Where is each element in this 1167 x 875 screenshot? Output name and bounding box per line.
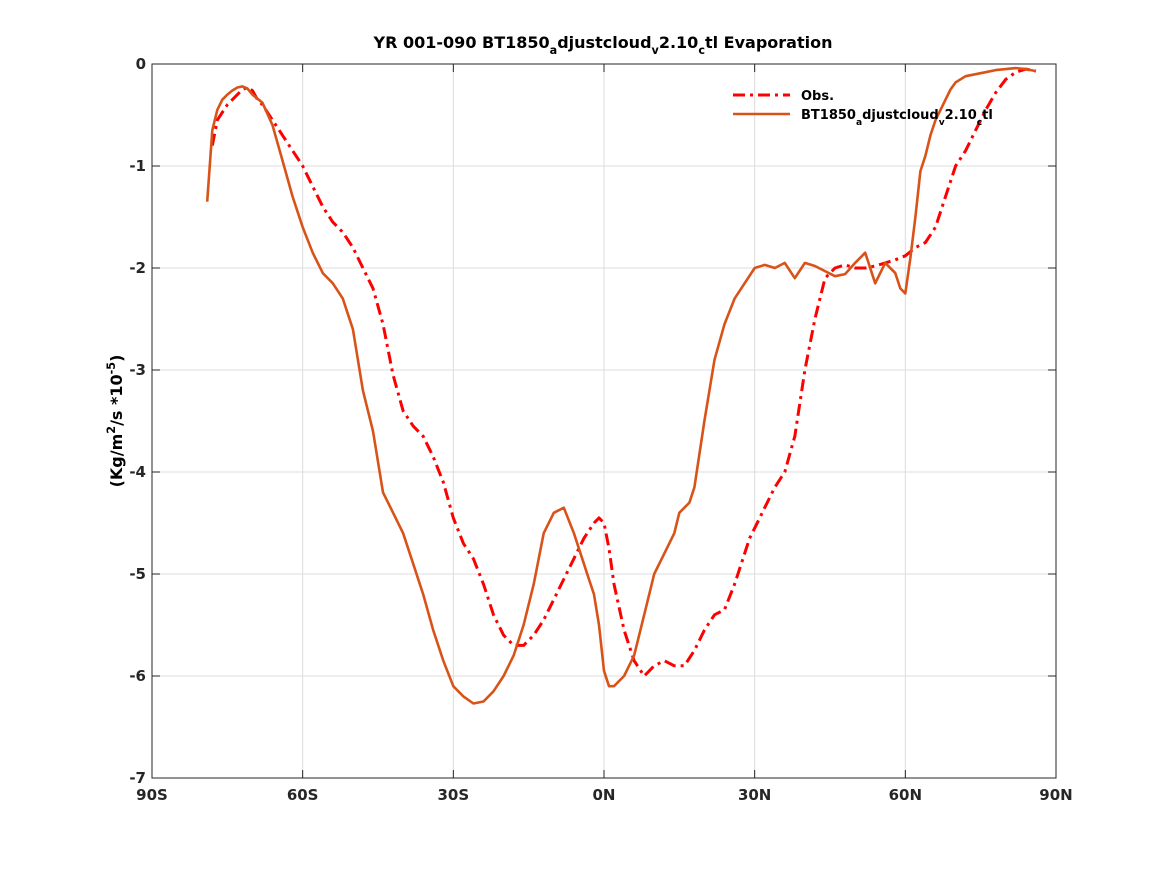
legend-label-0-part-0: Obs. xyxy=(801,89,834,104)
series-lines xyxy=(205,66,1037,705)
y-tick-label: -5 xyxy=(129,565,146,583)
y-tick-label: -7 xyxy=(129,769,146,787)
chart-title-part-1: a xyxy=(550,44,558,57)
x-tick-label: 60S xyxy=(287,786,319,804)
chart-title-part-4: 2.10 xyxy=(659,33,698,52)
x-tick-label: 30N xyxy=(738,786,771,804)
y-axis-label-part-2: /s *10 xyxy=(107,374,126,426)
y-tick-label: 0 xyxy=(136,55,146,73)
y-axis-label-part-1: 2 xyxy=(105,426,118,434)
y-tick-label: -6 xyxy=(129,667,146,685)
x-tick-label: 30S xyxy=(437,786,469,804)
plot-axes xyxy=(151,63,1057,779)
y-tick-label: -4 xyxy=(129,463,146,481)
x-tick-label: 60N xyxy=(889,786,922,804)
series-line-1 xyxy=(205,66,1037,705)
tick-labels: 90S 60S 30S 0N 30N 60N 90N 0 -1 -2 -3 -4 -5 -6 -7 xyxy=(129,55,1072,804)
y-axis-label: (Kg/m2/s *10-5) xyxy=(105,355,126,488)
legend: Obs. BT1850adjustcloudv2.10ctl xyxy=(733,89,993,128)
y-tick-label: -1 xyxy=(129,157,146,175)
legend-label-0: Obs. xyxy=(801,89,834,104)
legend-label-1-part-2: djustcloud xyxy=(862,108,939,123)
y-axis-label-part-0: (Kg/m xyxy=(107,434,126,488)
legend-label-1-part-4: 2.10 xyxy=(945,108,977,123)
legend-label-1-part-0: BT1850 xyxy=(801,108,856,123)
chart-title-part-5: c xyxy=(698,44,705,57)
chart-title-part-6: tl Evaporation xyxy=(705,33,833,52)
chart-title-part-0: YR 001-090 BT1850 xyxy=(373,33,550,52)
legend-label-1-part-5: c xyxy=(977,118,982,128)
x-tick-label: 90N xyxy=(1039,786,1072,804)
y-tick-label: -2 xyxy=(129,259,146,277)
legend-label-1-part-1: a xyxy=(856,118,862,128)
y-tick-label: -3 xyxy=(129,361,146,379)
chart-title-part-3: v xyxy=(652,44,660,57)
y-axis-label-part-3: -5 xyxy=(105,362,118,374)
legend-label-1-part-6: tl xyxy=(982,108,993,123)
chart-title: YR 001-090 BT1850adjustcloudv2.10ctl Eva… xyxy=(373,33,833,57)
x-tick-label: 90S xyxy=(136,786,168,804)
legend-label-1-part-3: v xyxy=(939,118,945,128)
x-tick-label: 0N xyxy=(593,786,616,804)
chart-title-part-2: djustcloud xyxy=(557,33,651,52)
legend-label-1: BT1850adjustcloudv2.10ctl xyxy=(801,108,993,128)
y-axis-label-part-4: ) xyxy=(107,355,126,362)
